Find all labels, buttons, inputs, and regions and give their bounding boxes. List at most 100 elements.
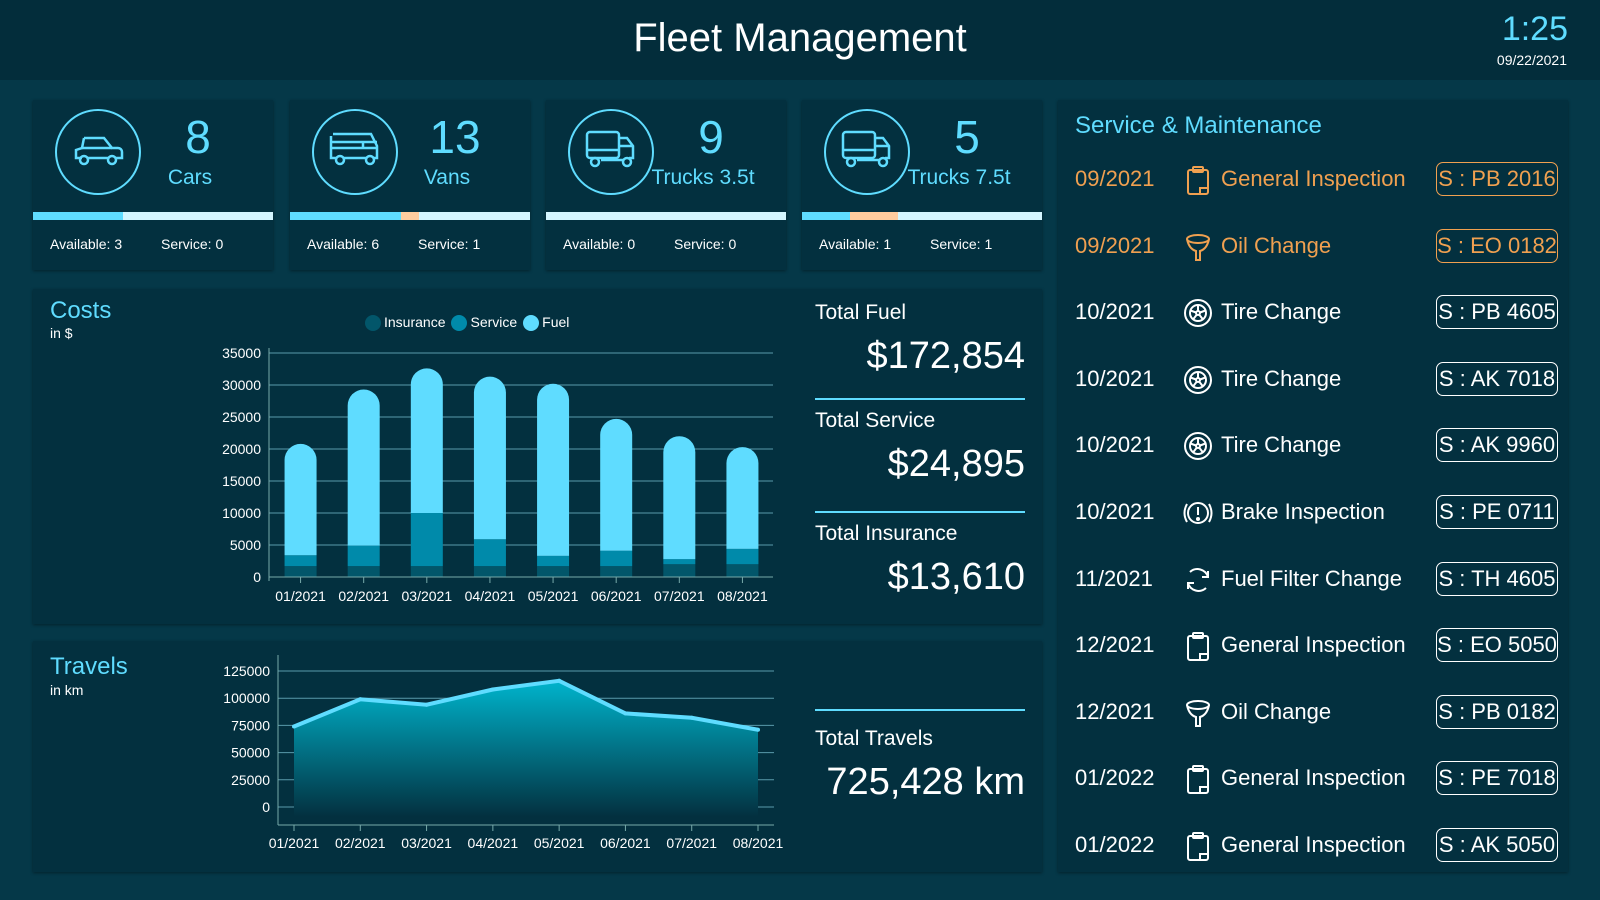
vehicle-badge: S : PE 0711 [1436,495,1558,529]
vehicle-card[interactable]: 9 Trucks 3.5t Available: 0 Service: 0 [546,100,786,270]
total-service-value: $24,895 [887,443,1025,485]
vehicle-card[interactable]: 13 Vans Available: 6 Service: 1 [290,100,530,270]
service-item[interactable]: 09/2021 General Inspection S : PB 2016 [1058,160,1568,200]
refresh-icon [1182,564,1214,596]
service-item[interactable]: 12/2021 General Inspection S : EO 5050 [1058,626,1568,666]
page-title: Fleet Management [633,16,967,60]
x-tick-label: 05/2021 [528,588,579,604]
clipboard-icon [1182,763,1214,795]
y-tick-label: 15000 [222,473,261,489]
service-item[interactable]: 10/2021 Tire Change S : AK 9960 [1058,426,1568,466]
travel-point [292,724,296,729]
x-tick-label: 03/2021 [402,588,453,604]
y-tick-label: 35000 [222,345,261,361]
travels-title: Travels [50,653,128,680]
costs-legend: Insurance Service Fuel [365,314,569,332]
legend-insurance-label: Insurance [384,314,446,330]
service-count: Service: 1 [930,236,993,252]
vehicle-type: Cars [167,166,213,189]
availability-bar [546,212,786,220]
bar-insurance [537,566,570,577]
service-item[interactable]: 10/2021 Tire Change S : AK 7018 [1058,360,1568,400]
legend-service-swatch [451,315,468,332]
costs-panel: Costs in $ Insurance Service Fuel 0 5000 1… [33,289,1042,624]
service-label: Tire Change [1221,365,1342,391]
bar-insurance [284,566,317,577]
vehicle-card[interactable]: 5 Trucks 7.5t Available: 1 Service: 1 [802,100,1042,270]
total-travels-label: Total Travels [815,727,933,750]
bar-insurance [663,564,696,577]
service-item[interactable]: 01/2022 General Inspection S : PE 7018 [1058,759,1568,799]
x-tick-label: 06/2021 [591,588,642,604]
service-date: 01/2022 [1075,765,1155,791]
y-tick-label: 10000 [222,505,261,521]
funnel-icon [1182,697,1214,729]
service-item[interactable]: 10/2021 Brake Inspection S : PE 0711 [1058,493,1568,533]
vehicle-icon-circle [568,109,654,195]
service-date: 12/2021 [1075,632,1155,658]
service-item[interactable]: 10/2021 Tire Change S : PB 4605 [1058,293,1568,333]
costs-subtitle: in $ [50,325,73,341]
vehicle-count: 9 [698,111,724,163]
bar-service [284,555,317,567]
clock-date: 09/22/2021 [1496,52,1567,68]
vehicle-badge: S : TH 4605 [1436,561,1558,596]
divider [815,709,1025,711]
service-item[interactable]: 01/2022 General Inspection S : AK 5050 [1058,826,1568,866]
travel-point [756,727,760,732]
bar-insurance [410,566,443,577]
availability-bar [33,212,273,220]
service-item[interactable]: 11/2021 Fuel Filter Change S : TH 4605 [1058,560,1568,600]
vehicle-count: 5 [954,111,980,163]
vehicle-icon-circle [55,109,141,195]
y-tick-label: 5000 [230,537,261,553]
available-count: Available: 1 [819,236,892,252]
y-tick-label: 75000 [231,717,270,733]
y-tick-label: 0 [253,569,261,585]
service-item[interactable]: 12/2021 Oil Change S : PB 0182 [1058,693,1568,733]
bar-fuel [410,368,443,513]
travels-subtitle: in km [50,682,84,698]
available-count: Available: 6 [307,236,380,252]
clipboard-icon [1182,830,1214,862]
service-panel: Service & Maintenance 09/2021 General In… [1058,100,1568,872]
y-tick-label: 30000 [222,377,261,393]
service-date: 09/2021 [1075,232,1155,258]
travel-line [293,678,759,732]
vehicle-badge: S : PE 7018 [1436,761,1558,796]
vehicle-badge: S : AK 7018 [1436,361,1558,396]
vehicle-type: Trucks 7.5t [907,166,1011,189]
availability-bar [802,212,1042,220]
x-tick-label: 01/2021 [269,835,320,851]
service-date: 10/2021 [1075,365,1155,391]
service-label: General Inspection [1221,765,1406,791]
x-tick-label: 03/2021 [401,835,452,851]
x-tick-label: 02/2021 [335,835,386,851]
vehicle-count: 13 [429,111,481,163]
divider [815,511,1025,513]
total-insurance-label: Total Insurance [815,522,958,545]
bar-service [600,550,633,567]
funnel-icon [1182,231,1214,263]
truck-icon [839,128,895,177]
vehicle-count: 8 [185,111,211,163]
x-tick-label: 07/2021 [654,588,705,604]
van-icon [327,130,383,175]
legend-fuel: Fuel [523,314,569,332]
tire-icon [1182,430,1214,462]
service-label: Oil Change [1221,698,1332,724]
service-label: Tire Change [1221,432,1342,458]
bar-insurance [473,566,506,577]
service-date: 12/2021 [1075,698,1155,724]
vehicle-badge: S : PB 0182 [1436,694,1558,729]
service-item[interactable]: 09/2021 Oil Change S : EO 0182 [1058,227,1568,267]
vehicle-badge: S : PB 4605 [1436,295,1558,330]
bar-service [663,559,696,565]
x-tick-label: 04/2021 [468,835,519,851]
service-label: General Inspection [1221,632,1406,658]
service-date: 01/2022 [1075,832,1155,857]
vehicle-card[interactable]: 8 Cars Available: 3 Service: 0 [33,100,273,270]
vehicle-icon-circle [824,109,910,195]
service-label: Fuel Filter Change [1221,565,1402,591]
service-count: Service: 0 [674,236,737,252]
